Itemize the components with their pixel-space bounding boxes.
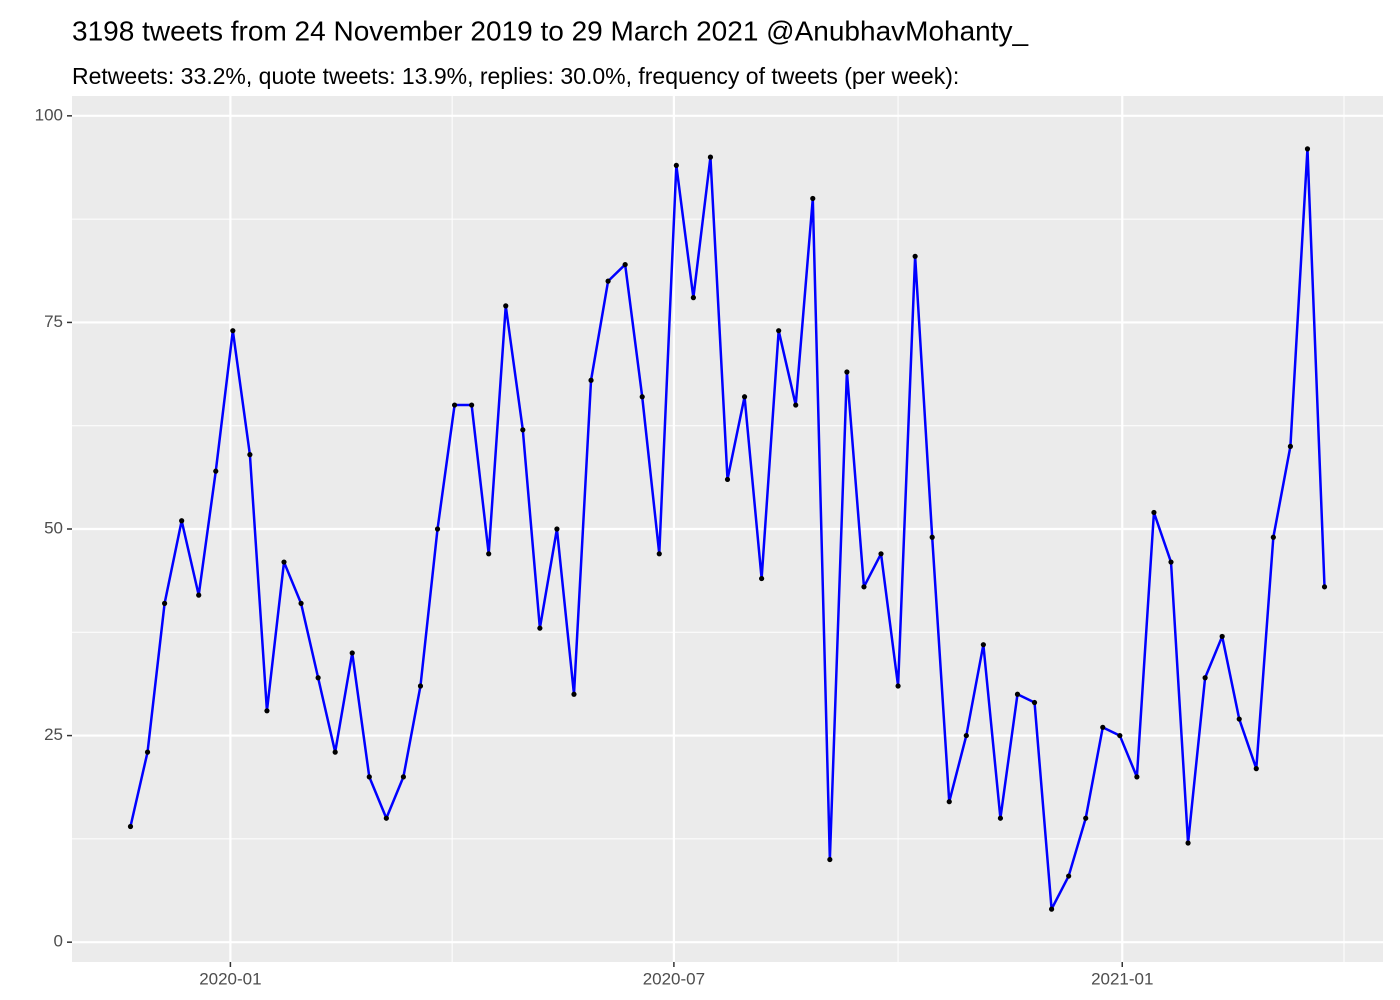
data-point xyxy=(776,328,782,334)
data-point xyxy=(1048,906,1055,912)
data-point xyxy=(1100,724,1106,730)
data-point xyxy=(639,394,645,400)
data-point xyxy=(1031,699,1038,706)
data-point xyxy=(793,402,799,408)
data-point xyxy=(1014,691,1021,697)
data-point xyxy=(161,600,168,606)
y-tick-label: 50 xyxy=(44,518,63,537)
y-tick-label: 100 xyxy=(35,105,63,124)
data-point xyxy=(810,195,816,202)
y-tick-label: 25 xyxy=(44,725,63,744)
x-tick-label: 2020-01 xyxy=(199,969,261,988)
data-point xyxy=(554,526,560,532)
data-point xyxy=(929,534,935,540)
data-point xyxy=(451,402,458,408)
data-point xyxy=(741,394,748,400)
data-point xyxy=(673,162,679,169)
data-point xyxy=(724,476,731,483)
x-tick-label: 2021-01 xyxy=(1091,969,1153,988)
data-point xyxy=(1117,732,1123,739)
data-point xyxy=(690,295,696,301)
data-point xyxy=(1287,443,1294,449)
data-point xyxy=(980,642,986,648)
data-point xyxy=(281,559,287,565)
data-point xyxy=(878,551,884,557)
data-point xyxy=(503,303,509,309)
data-point xyxy=(469,402,475,408)
x-tick-label: 2020-07 xyxy=(643,969,705,988)
data-point xyxy=(588,377,594,383)
data-point xyxy=(144,749,151,755)
data-point xyxy=(247,452,253,458)
data-point xyxy=(946,799,952,805)
data-point xyxy=(213,468,219,474)
data-point xyxy=(912,253,918,259)
data-point xyxy=(1321,584,1328,590)
data-point xyxy=(963,732,969,739)
data-point xyxy=(486,551,492,557)
data-point xyxy=(230,328,236,334)
data-point xyxy=(332,749,338,755)
data-point xyxy=(895,683,901,689)
data-point xyxy=(1151,509,1157,516)
data-point xyxy=(417,683,424,689)
data-point xyxy=(298,600,304,606)
data-point xyxy=(759,575,765,582)
data-point xyxy=(196,592,202,598)
data-point xyxy=(997,815,1004,821)
data-point xyxy=(1134,774,1140,780)
chart-title: 3198 tweets from 24 November 2019 to 29 … xyxy=(72,15,1029,46)
data-point xyxy=(1083,815,1089,821)
data-point xyxy=(1202,675,1208,681)
data-point xyxy=(622,261,628,268)
data-point xyxy=(844,369,850,375)
data-point xyxy=(383,815,389,821)
data-point xyxy=(315,675,321,681)
data-point xyxy=(1168,559,1174,565)
y-tick-label: 0 xyxy=(54,932,63,951)
data-point xyxy=(1236,716,1242,722)
data-point xyxy=(264,708,270,714)
data-point xyxy=(349,650,355,656)
data-point xyxy=(1270,534,1276,540)
data-point xyxy=(827,856,833,863)
data-point xyxy=(520,427,526,433)
data-point xyxy=(366,774,372,780)
data-point xyxy=(127,823,134,830)
data-point xyxy=(707,154,714,160)
data-point xyxy=(400,774,407,780)
data-point xyxy=(861,584,867,590)
data-point xyxy=(537,625,543,631)
y-tick-label: 75 xyxy=(44,312,63,331)
data-point xyxy=(656,551,662,557)
data-point xyxy=(1253,766,1259,772)
data-point xyxy=(179,518,185,524)
data-point xyxy=(1219,633,1225,640)
data-point xyxy=(1066,873,1072,879)
data-point xyxy=(571,691,577,697)
chart-subtitle: Retweets: 33.2%, quote tweets: 13.9%, re… xyxy=(72,63,959,89)
data-point xyxy=(1185,840,1191,846)
data-point xyxy=(1304,146,1311,152)
data-point xyxy=(605,278,611,284)
data-point xyxy=(434,526,441,532)
